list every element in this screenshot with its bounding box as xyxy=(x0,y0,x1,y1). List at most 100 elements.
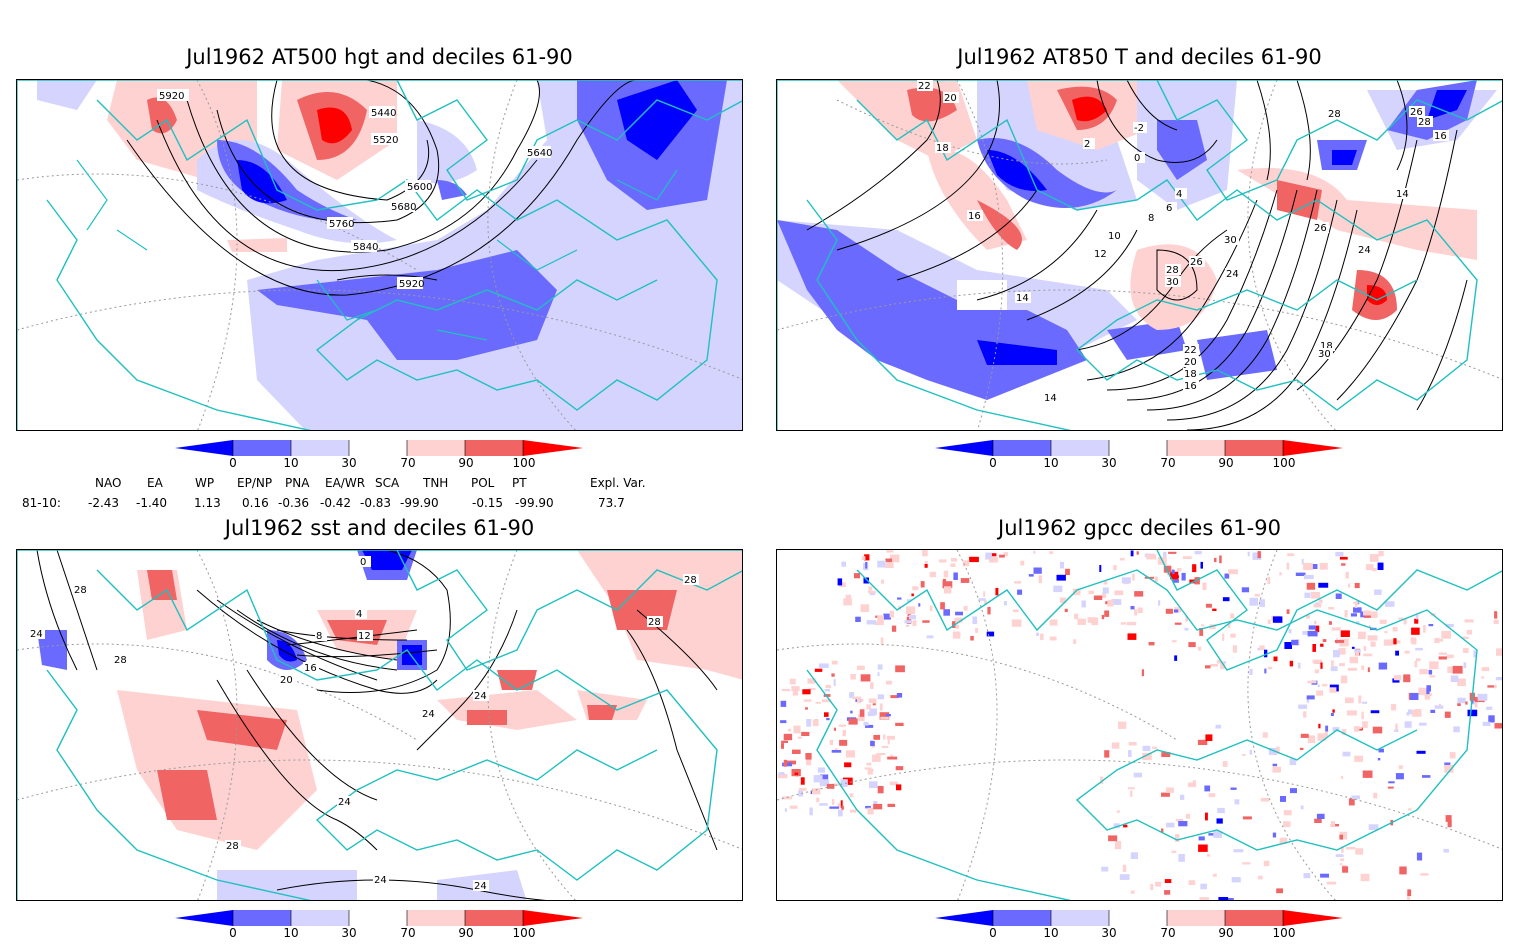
precip-cell xyxy=(1494,684,1497,689)
colorbar-swatches xyxy=(175,440,583,456)
precip-cell xyxy=(881,745,889,748)
precip-cell xyxy=(865,805,871,809)
precip-cell xyxy=(1161,828,1164,833)
precip-cell xyxy=(867,807,874,815)
precip-cell xyxy=(1415,614,1419,620)
precip-cell xyxy=(1113,565,1117,571)
precip-cell xyxy=(1222,633,1225,641)
precip-cell xyxy=(922,550,928,557)
precip-cell xyxy=(1418,687,1426,696)
precip-cell xyxy=(837,578,843,586)
precip-cell xyxy=(1404,721,1412,728)
precip-cell xyxy=(1176,568,1182,572)
precip-cell xyxy=(812,719,819,727)
precip-cell xyxy=(1242,862,1251,865)
precip-cell xyxy=(1494,723,1502,729)
precip-cell xyxy=(834,748,838,751)
precip-cell xyxy=(1208,833,1215,836)
precip-cell xyxy=(1219,555,1222,564)
precip-cell xyxy=(813,775,823,783)
precip-cell xyxy=(1345,571,1349,579)
precip-cell xyxy=(972,616,978,625)
contour-label: -2 xyxy=(1134,123,1144,134)
contour-label: 5760 xyxy=(329,219,354,230)
index-header: NAO xyxy=(95,476,122,490)
precip-cell xyxy=(1379,619,1387,624)
contour-label: 10 xyxy=(1108,231,1121,242)
precip-cell xyxy=(1104,610,1110,617)
map-850t: 22 20 18 16 12 14 14 10 8 6 4 2 0 -2 30 … xyxy=(777,80,1502,430)
precip-cell xyxy=(1494,611,1498,619)
precip-cell xyxy=(1308,625,1317,630)
precip-cell xyxy=(792,690,798,696)
precip-cell xyxy=(1406,894,1411,900)
precip-cell xyxy=(1407,709,1412,715)
precip-cell xyxy=(1387,786,1394,789)
precip-cell xyxy=(1102,587,1109,594)
contour-label: 30 xyxy=(1166,277,1179,288)
colorbar-swatch xyxy=(465,440,523,456)
precip-cell xyxy=(1242,816,1252,820)
precip-cell xyxy=(1210,664,1218,667)
precip-cell xyxy=(1346,710,1357,716)
precip-cell xyxy=(1174,655,1178,661)
precip-cell xyxy=(1279,572,1282,576)
precip-cell xyxy=(802,689,811,695)
precip-cell xyxy=(833,679,836,686)
colorbar-swatch xyxy=(233,440,291,456)
precip-cell xyxy=(1111,742,1120,749)
precip-cell xyxy=(1212,873,1217,877)
precip-cell xyxy=(1230,633,1236,638)
precip-cell xyxy=(1108,835,1118,842)
precip-cell xyxy=(887,756,898,760)
precip-cell xyxy=(1267,666,1273,670)
precip-cell xyxy=(1161,752,1171,757)
precip-cell xyxy=(809,807,813,816)
precip-cell xyxy=(1335,551,1344,557)
precip-cell xyxy=(1087,617,1096,623)
precip-cell xyxy=(1252,552,1262,560)
precip-cell xyxy=(1351,646,1355,649)
precip-cell xyxy=(955,611,963,616)
precip-cell xyxy=(1222,597,1230,602)
contour-label: 28 xyxy=(1418,117,1431,128)
precip-cell xyxy=(1370,611,1378,618)
precip-cell xyxy=(1012,609,1019,613)
precip-cell xyxy=(1114,841,1122,850)
precip-cell xyxy=(1033,567,1042,574)
precip-cell xyxy=(1142,745,1151,752)
precip-cell xyxy=(1363,610,1371,616)
precip-cell xyxy=(1423,625,1426,633)
precip-cell xyxy=(1438,656,1447,660)
precip-cell xyxy=(1171,850,1177,853)
precip-cell xyxy=(1314,620,1317,625)
precip-cell xyxy=(1171,640,1177,643)
precip-cell xyxy=(1414,660,1418,668)
precip-cell xyxy=(872,703,876,706)
precip-cell xyxy=(819,779,830,787)
precip-cell xyxy=(1395,650,1399,656)
colorbar-swatch xyxy=(1283,910,1343,926)
precip-cell xyxy=(1113,823,1120,829)
precip-cell xyxy=(1198,646,1202,651)
precip-cell xyxy=(1331,660,1334,668)
precip-cell xyxy=(889,554,900,563)
precip-cell xyxy=(808,688,816,691)
colorbar-tick: 90 xyxy=(1218,926,1234,940)
precip-cell xyxy=(1467,709,1478,717)
precip-cell xyxy=(783,759,788,767)
precip-cell xyxy=(787,728,792,732)
precip-cell xyxy=(842,729,846,737)
precip-cell xyxy=(846,750,855,758)
precip-cell xyxy=(904,620,912,624)
contour-label: 22 xyxy=(918,81,931,92)
precip-cell xyxy=(1182,556,1192,559)
contour-label: 5920 xyxy=(399,279,424,290)
precip-cell xyxy=(1472,700,1476,705)
precip-cell xyxy=(1126,621,1137,626)
precip-cell xyxy=(978,598,986,601)
precip-cell xyxy=(838,809,843,817)
precip-cell xyxy=(1036,632,1039,636)
index-value: -99.90 xyxy=(400,496,439,510)
precip-cell xyxy=(924,561,928,565)
